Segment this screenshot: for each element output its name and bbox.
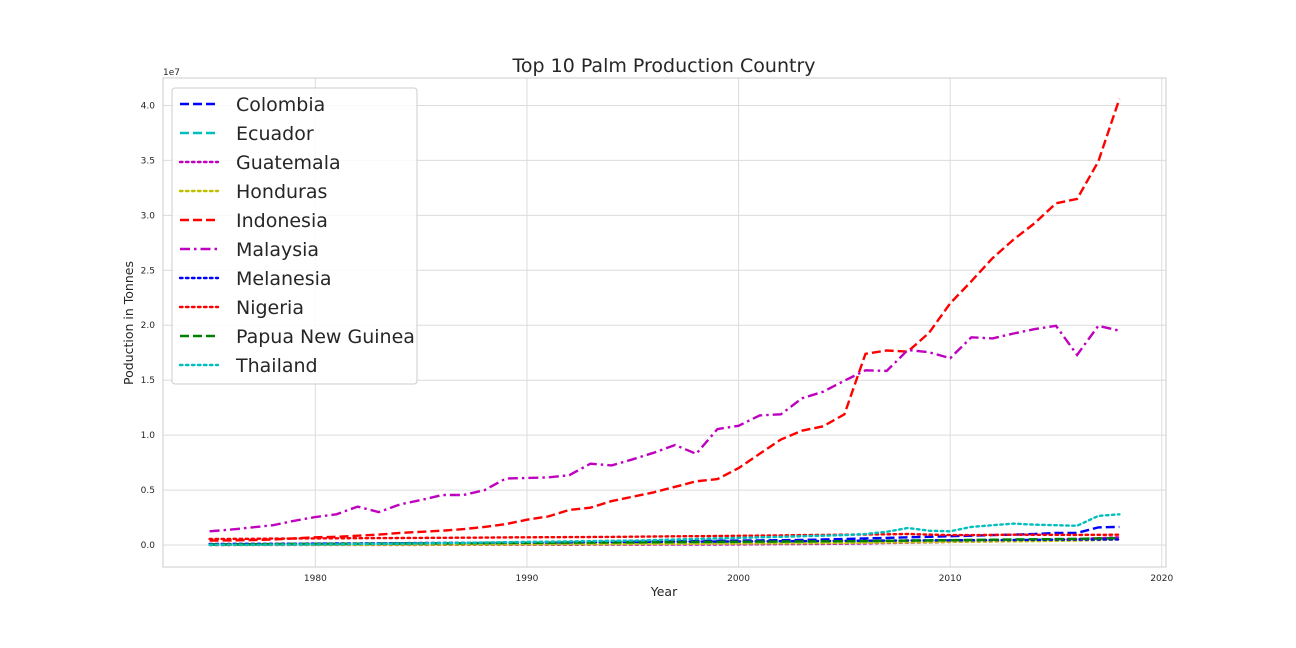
legend-label: Thailand: [235, 355, 318, 377]
legend-label: Guatemala: [236, 152, 341, 174]
legend-item-ecuador: Ecuador: [180, 123, 314, 145]
y-tick-label: 4.0: [141, 101, 156, 111]
y-axis-scale-label: 1e7: [163, 68, 180, 78]
legend-label: Melanesia: [236, 268, 332, 290]
legend-box: [171, 87, 418, 385]
y-tick-label: 3.5: [141, 156, 155, 166]
y-tick-label: 1.5: [141, 376, 155, 386]
legend-label: Nigeria: [236, 297, 304, 319]
legend-item-nigeria: Nigeria: [178, 297, 304, 319]
y-tick-label: 3.0: [141, 211, 156, 221]
legend-label: Papua New Guinea: [236, 326, 415, 348]
legend-item-colombia: Colombia: [180, 94, 325, 116]
plot-frame: [162, 77, 1167, 568]
legend-label: Malaysia: [236, 239, 319, 261]
legend-label: Indonesia: [236, 210, 328, 232]
legend-item-papua-new-guinea: Papua New Guinea: [180, 326, 415, 348]
x-tick-label: 2000: [727, 574, 750, 584]
legend-item-guatemala: Guatemala: [178, 152, 341, 174]
legend-item-malaysia: Malaysia: [180, 239, 319, 261]
series-lines: [208, 98, 1121, 547]
x-axis-ticks: 1980 1990 2000 2010 2020: [304, 574, 1174, 584]
series-line-nigeria: [208, 532, 1121, 541]
y-tick-label: 2.0: [141, 321, 156, 331]
legend-label: Honduras: [236, 181, 327, 203]
legend-items: Colombia Ecuador Guatemala Honduras Indonesi…: [178, 94, 415, 377]
series-line-indonesia: [209, 98, 1121, 542]
x-axis-label: Year: [650, 584, 678, 599]
x-tick-label: 1990: [516, 574, 539, 584]
legend-item-honduras: Honduras: [178, 181, 327, 203]
x-tick-label: 2020: [1150, 574, 1173, 584]
y-tick-label: 0.5: [141, 486, 155, 496]
legend-item-thailand: Thailand: [178, 355, 318, 377]
y-tick-label: 1.0: [141, 431, 156, 441]
legend-label: Colombia: [236, 94, 325, 116]
legend-label: Ecuador: [236, 123, 314, 145]
legend: Colombia Ecuador Guatemala Honduras Indonesi…: [171, 87, 418, 385]
x-tick-label: 1980: [304, 574, 327, 584]
legend-item-melanesia: Melanesia: [178, 268, 332, 290]
y-tick-label: 0.0: [141, 541, 156, 551]
series-line-thailand: [208, 513, 1121, 546]
chart-title: Top 10 Palm Production Country: [512, 55, 816, 77]
x-tick-label: 2010: [939, 574, 962, 584]
y-axis-label: Poduction in Tonnes: [121, 261, 136, 385]
y-axis-ticks: 0.0 0.5 1.0 1.5 2.0 2.5 3.0 3.5 4.0: [141, 101, 156, 551]
legend-item-indonesia: Indonesia: [180, 210, 328, 232]
y-tick-label: 2.5: [141, 266, 155, 276]
